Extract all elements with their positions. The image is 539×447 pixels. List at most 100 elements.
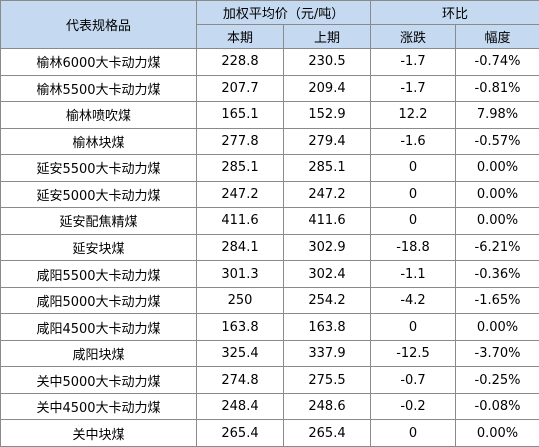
cell-rate: -6.21% <box>455 233 539 262</box>
cell-rate: -0.74% <box>455 48 539 76</box>
cell-current: 265.4 <box>196 419 284 447</box>
cell-previous: 279.4 <box>282 127 372 156</box>
cell-name: 关中块煤 <box>0 419 197 447</box>
cell-name: 关中4500大卡动力煤 <box>0 392 197 421</box>
cell-previous: 302.4 <box>282 260 372 288</box>
cell-name: 榆林块煤 <box>0 127 197 156</box>
cell-current: 411.6 <box>196 207 284 235</box>
table-row: 咸阳4500大卡动力煤 163.8 163.8 0 0.00% <box>0 313 539 341</box>
cell-previous: 247.2 <box>282 180 372 209</box>
cell-rate: 0.00% <box>455 313 539 341</box>
cell-previous: 285.1 <box>282 154 372 182</box>
cell-current: 247.2 <box>196 180 284 209</box>
table-row: 关中5000大卡动力煤 274.8 275.5 -0.7 -0.25% <box>0 366 539 394</box>
table-row: 延安块煤 284.1 302.9 -18.8 -6.21% <box>0 233 539 262</box>
cell-change: 0 <box>370 154 457 182</box>
cell-current: 207.7 <box>196 74 284 103</box>
table-row: 咸阳5500大卡动力煤 301.3 302.4 -1.1 -0.36% <box>0 260 539 288</box>
header-row-sub: 本期 上期 涨跌 幅度 <box>1 24 539 49</box>
header-mom: 环比 <box>370 0 539 25</box>
header-weighted-price: 加权平均价（元/吨） <box>195 0 372 25</box>
cell-rate: -0.36% <box>455 260 539 288</box>
cell-previous: 248.6 <box>282 392 372 421</box>
cell-name: 延安块煤 <box>0 233 197 262</box>
cell-rate: 0.00% <box>455 419 539 447</box>
table-row: 关中4500大卡动力煤 248.4 248.6 -0.2 -0.08% <box>0 392 539 421</box>
cell-current: 250 <box>196 286 284 315</box>
table-row: 榆林喷吹煤 165.1 152.9 12.2 7.98% <box>0 101 539 129</box>
cell-current: 285.1 <box>196 154 284 182</box>
table-body: 榆林6000大卡动力煤 228.8 230.5 -1.7 -0.74% 榆林55… <box>0 48 539 447</box>
cell-rate: -0.25% <box>455 366 539 394</box>
table-row: 延安配焦精煤 411.6 411.6 0 0.00% <box>0 207 539 235</box>
cell-rate: -3.70% <box>455 339 539 368</box>
table-header: 代表规格品 加权平均价（元/吨） 环比 本期 上期 涨跌 幅度 <box>0 0 539 49</box>
cell-current: 301.3 <box>196 260 284 288</box>
cell-previous: 230.5 <box>282 48 372 76</box>
table-row: 榆林5500大卡动力煤 207.7 209.4 -1.7 -0.81% <box>0 74 539 103</box>
table-row: 榆林块煤 277.8 279.4 -1.6 -0.57% <box>0 127 539 156</box>
cell-current: 163.8 <box>196 313 284 341</box>
cell-rate: -0.57% <box>455 127 539 156</box>
cell-name: 咸阳4500大卡动力煤 <box>0 313 197 341</box>
cell-change: -12.5 <box>370 339 457 368</box>
cell-current: 165.1 <box>196 101 284 129</box>
cell-name: 咸阳块煤 <box>0 339 197 368</box>
header-previous: 上期 <box>282 24 372 49</box>
cell-change: 12.2 <box>370 101 457 129</box>
header-current: 本期 <box>196 24 284 49</box>
table-row: 榆林6000大卡动力煤 228.8 230.5 -1.7 -0.74% <box>0 48 539 76</box>
cell-change: 0 <box>370 207 457 235</box>
cell-rate: -0.81% <box>455 74 539 103</box>
cell-previous: 152.9 <box>282 101 372 129</box>
cell-change: -0.7 <box>370 366 457 394</box>
header-rate: 幅度 <box>455 24 539 49</box>
header-row-top: 代表规格品 加权平均价（元/吨） 环比 <box>0 0 539 49</box>
cell-rate: -1.65% <box>455 286 539 315</box>
table-row: 咸阳块煤 325.4 337.9 -12.5 -3.70% <box>0 339 539 368</box>
cell-current: 325.4 <box>196 339 284 368</box>
cell-previous: 337.9 <box>282 339 372 368</box>
cell-change: 0 <box>370 313 457 341</box>
table-row: 延安5500大卡动力煤 285.1 285.1 0 0.00% <box>0 154 539 182</box>
cell-name: 榆林5500大卡动力煤 <box>0 74 197 103</box>
cell-rate: 0.00% <box>455 180 539 209</box>
cell-previous: 302.9 <box>282 233 372 262</box>
cell-name: 榆林6000大卡动力煤 <box>0 48 197 76</box>
cell-previous: 209.4 <box>282 74 372 103</box>
table-row: 关中块煤 265.4 265.4 0 0.00% <box>0 419 539 447</box>
cell-change: -18.8 <box>370 233 457 262</box>
cell-change: -1.7 <box>370 48 457 76</box>
cell-previous: 254.2 <box>282 286 372 315</box>
cell-current: 274.8 <box>196 366 284 394</box>
cell-current: 277.8 <box>196 127 284 156</box>
cell-current: 284.1 <box>196 233 284 262</box>
cell-previous: 275.5 <box>282 366 372 394</box>
cell-current: 228.8 <box>196 48 284 76</box>
cell-change: -1.6 <box>370 127 457 156</box>
cell-name: 榆林喷吹煤 <box>0 101 197 129</box>
cell-previous: 265.4 <box>282 419 372 447</box>
cell-change: 0 <box>370 180 457 209</box>
cell-previous: 163.8 <box>282 313 372 341</box>
cell-rate: 0.00% <box>455 207 539 235</box>
cell-change: 0 <box>370 419 457 447</box>
header-spec: 代表规格品 <box>0 0 197 49</box>
cell-change: -1.7 <box>370 74 457 103</box>
header-change: 涨跌 <box>370 24 457 49</box>
cell-change: -1.1 <box>370 260 457 288</box>
cell-rate: 7.98% <box>455 101 539 129</box>
cell-change: -4.2 <box>370 286 457 315</box>
cell-name: 咸阳5000大卡动力煤 <box>0 286 197 315</box>
cell-name: 延安5500大卡动力煤 <box>0 154 197 182</box>
cell-current: 248.4 <box>196 392 284 421</box>
cell-name: 延安配焦精煤 <box>0 207 197 235</box>
cell-rate: 0.00% <box>455 154 539 182</box>
cell-change: -0.2 <box>370 392 457 421</box>
table-row: 延安5000大卡动力煤 247.2 247.2 0 0.00% <box>0 180 539 209</box>
cell-name: 关中5000大卡动力煤 <box>0 366 197 394</box>
table-row: 咸阳5000大卡动力煤 250 254.2 -4.2 -1.65% <box>0 286 539 315</box>
cell-previous: 411.6 <box>282 207 372 235</box>
cell-name: 延安5000大卡动力煤 <box>0 180 197 209</box>
